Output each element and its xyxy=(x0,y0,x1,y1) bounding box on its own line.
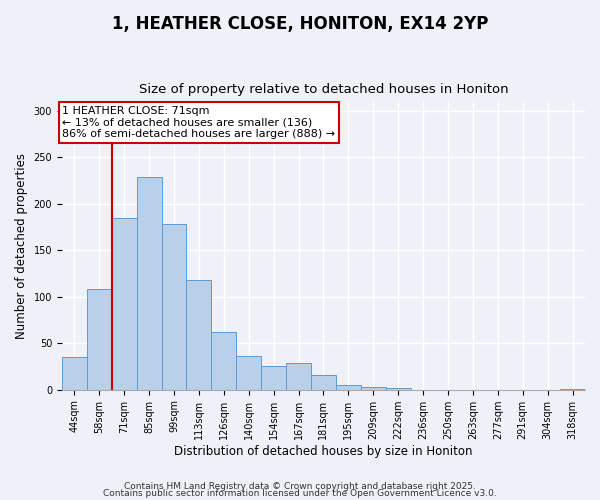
Bar xyxy=(336,385,361,390)
Text: Contains public sector information licensed under the Open Government Licence v3: Contains public sector information licen… xyxy=(103,490,497,498)
Bar xyxy=(261,366,286,390)
X-axis label: Distribution of detached houses by size in Honiton: Distribution of detached houses by size … xyxy=(174,444,473,458)
Title: Size of property relative to detached houses in Honiton: Size of property relative to detached ho… xyxy=(139,83,508,96)
Text: 1 HEATHER CLOSE: 71sqm
← 13% of detached houses are smaller (136)
86% of semi-de: 1 HEATHER CLOSE: 71sqm ← 13% of detached… xyxy=(62,106,335,139)
Bar xyxy=(211,332,236,390)
Bar xyxy=(386,388,410,390)
Bar xyxy=(286,362,311,390)
Text: 1, HEATHER CLOSE, HONITON, EX14 2YP: 1, HEATHER CLOSE, HONITON, EX14 2YP xyxy=(112,15,488,33)
Bar xyxy=(161,224,187,390)
Bar xyxy=(87,290,112,390)
Bar xyxy=(560,389,585,390)
Y-axis label: Number of detached properties: Number of detached properties xyxy=(15,152,28,338)
Bar xyxy=(311,375,336,390)
Bar xyxy=(62,357,87,390)
Bar xyxy=(112,218,137,390)
Text: Contains HM Land Registry data © Crown copyright and database right 2025.: Contains HM Land Registry data © Crown c… xyxy=(124,482,476,491)
Bar xyxy=(361,387,386,390)
Bar xyxy=(236,356,261,390)
Bar xyxy=(187,280,211,390)
Bar xyxy=(137,176,161,390)
